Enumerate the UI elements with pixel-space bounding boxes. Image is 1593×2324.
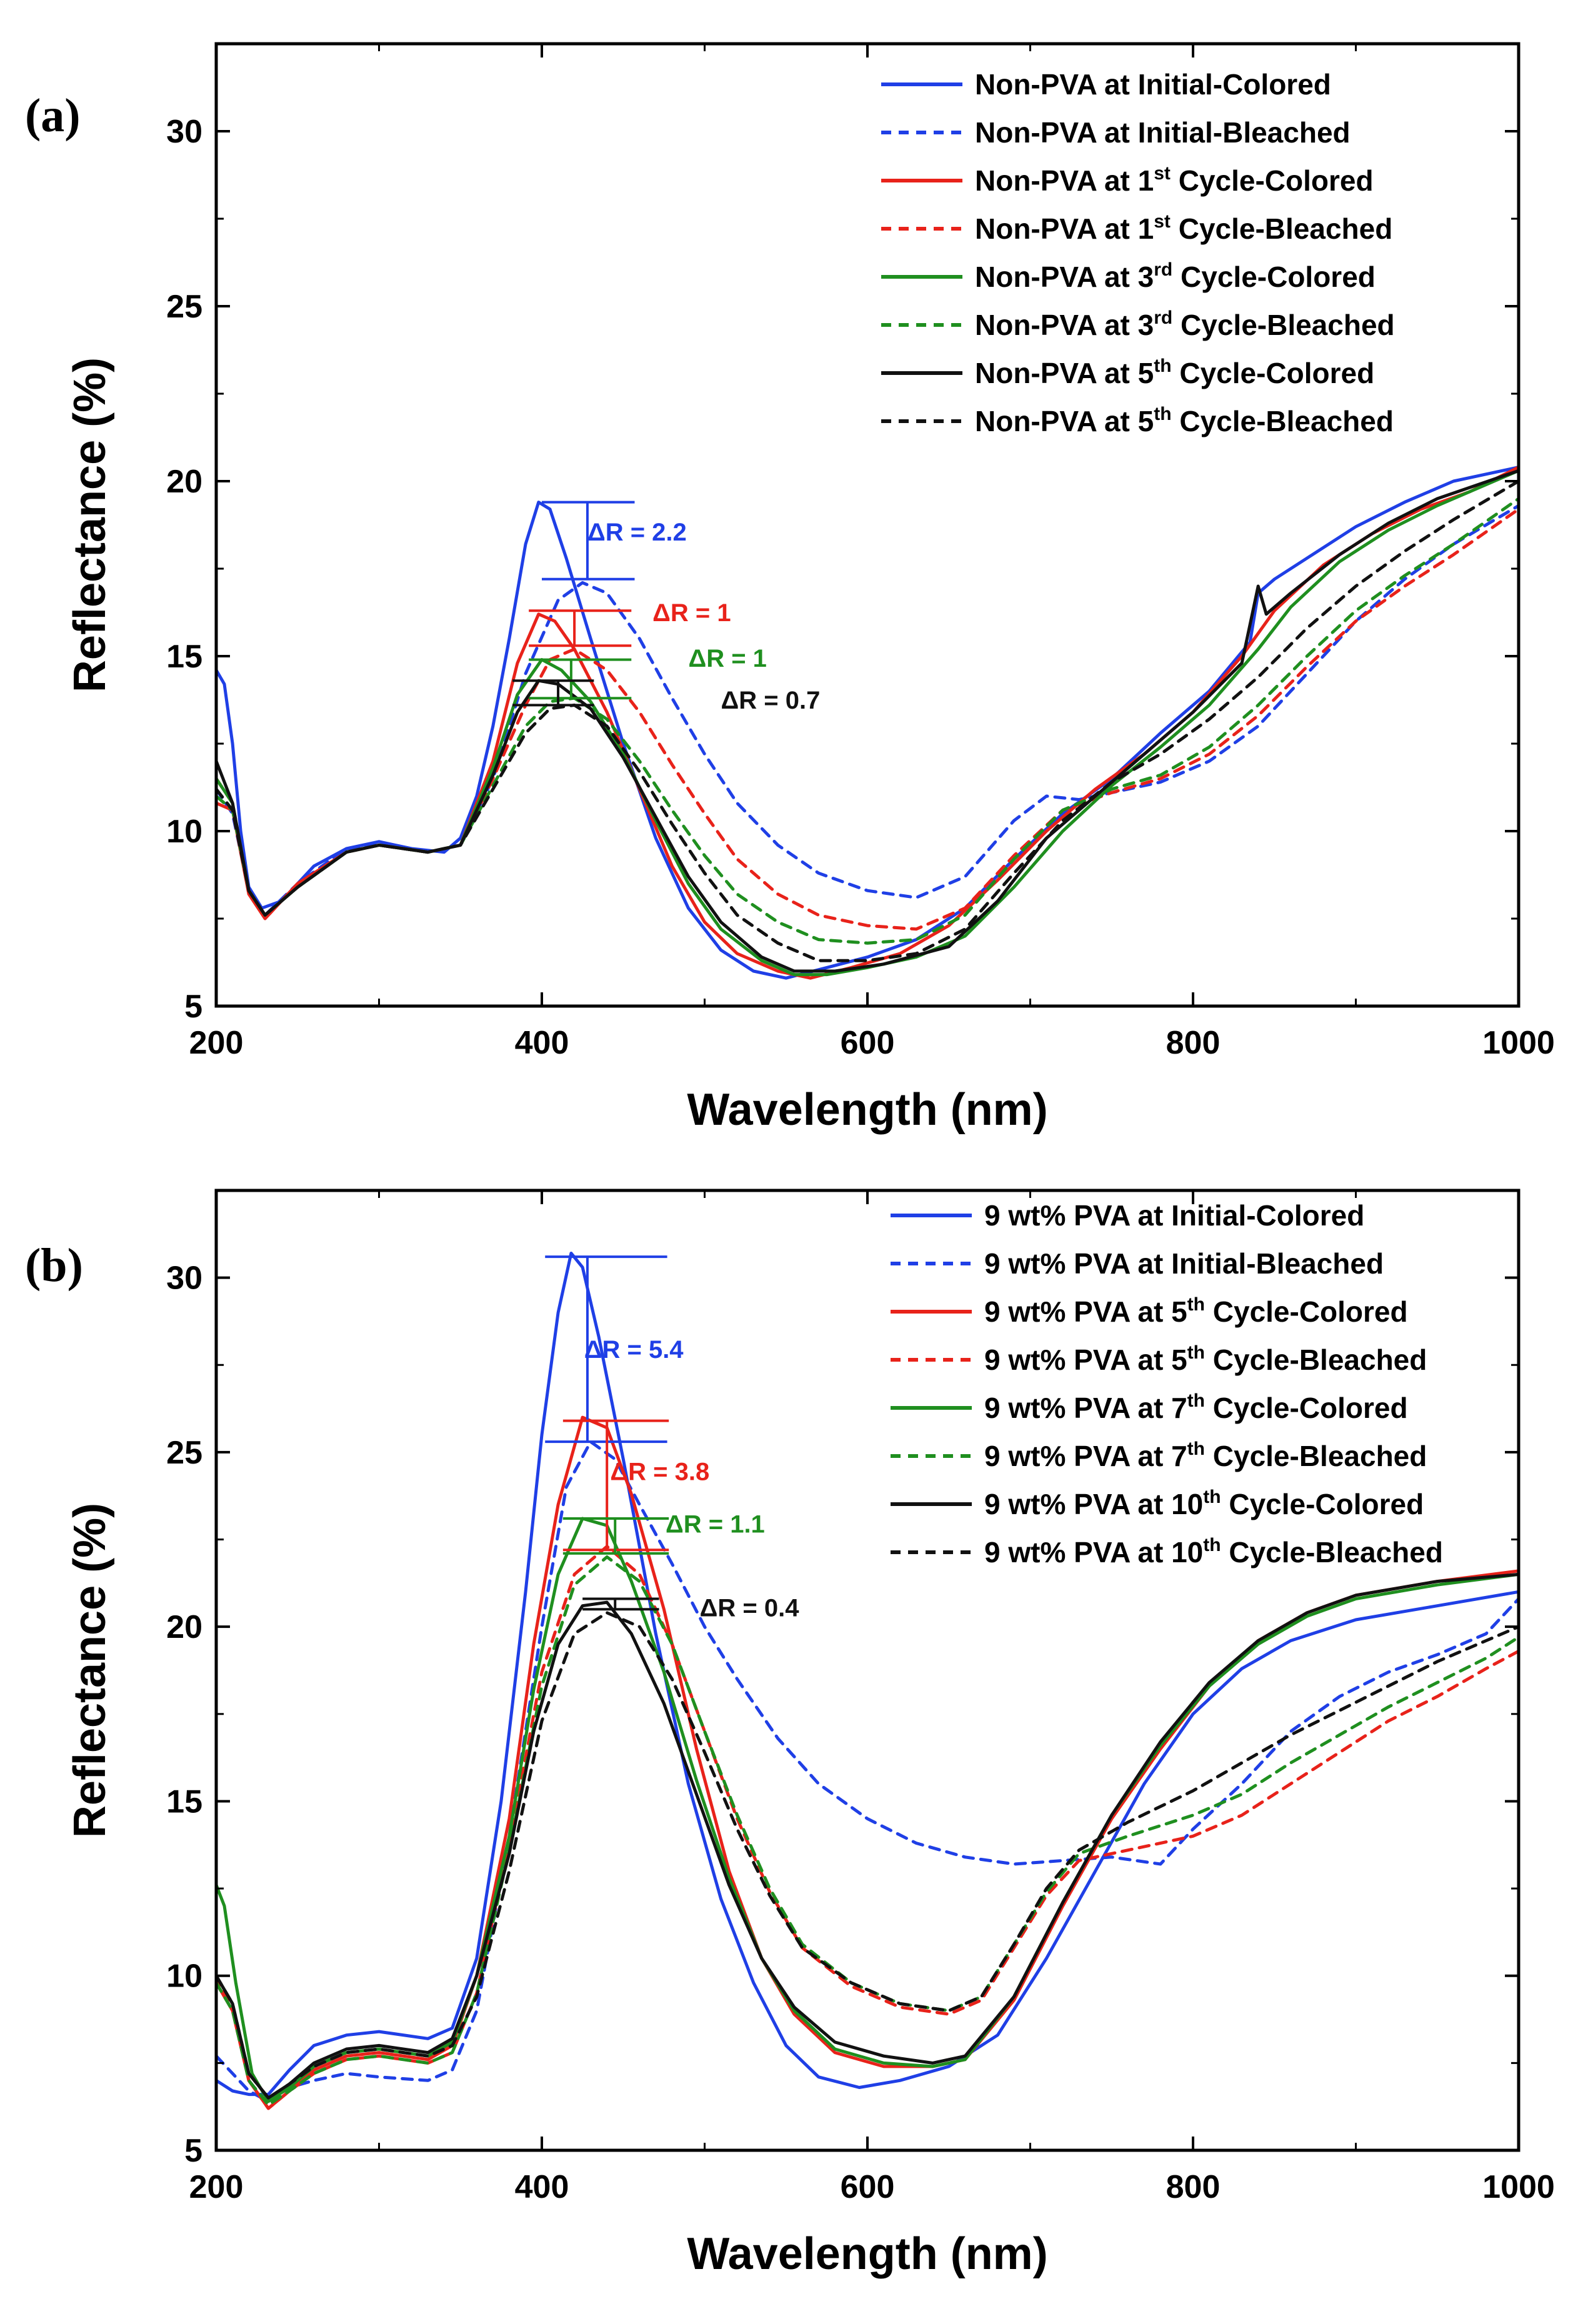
y-axis-title: Reflectance (%) — [65, 357, 115, 692]
legend-item-6: Non-PVA at 5th Cycle-Colored — [881, 356, 1374, 389]
y-axis-title: Reflectance (%) — [65, 1503, 115, 1838]
legend-item-7: Non-PVA at 5th Cycle-Bleached — [881, 404, 1394, 437]
y-tick-label: 20 — [166, 464, 202, 500]
delta-annotation-3: ΔR = 0.4 — [700, 1594, 800, 1622]
legend-item-7: 9 wt% PVA at 10th Cycle-Bleached — [891, 1535, 1443, 1568]
legend-item-1: Non-PVA at Initial-Bleached — [881, 116, 1351, 149]
legend: 9 wt% PVA at Initial-Colored 9 wt% PVA at… — [891, 1199, 1443, 1568]
panel-label: (a) — [25, 89, 81, 142]
x-tick-label: 600 — [841, 1025, 895, 1061]
legend-item-6: 9 wt% PVA at 10th Cycle-Colored — [891, 1487, 1424, 1520]
delta-bar-3 — [512, 679, 594, 707]
legend-label: 9 wt% PVA at 7th Cycle-Bleached — [984, 1439, 1427, 1472]
plot-frame — [214, 1189, 1521, 2152]
legend-label: Non-PVA at 5th Cycle-Bleached — [975, 404, 1394, 437]
legend-label: Non-PVA at 3rd Cycle-Bleached — [975, 307, 1395, 341]
series-line-0 — [214, 1252, 1521, 2097]
legend-item-5: Non-PVA at 3rd Cycle-Bleached — [881, 307, 1395, 341]
panel-label: (b) — [25, 1239, 83, 1292]
x-tick-label: 1000 — [1482, 1025, 1555, 1061]
series-line-0 — [214, 466, 1521, 980]
legend-label: Non-PVA at 5th Cycle-Colored — [975, 356, 1374, 389]
series-line-7 — [214, 1611, 1521, 2100]
y-tick-label: 25 — [166, 1435, 202, 1471]
delta-bar-0 — [542, 501, 635, 581]
delta-bar-2 — [529, 658, 632, 700]
delta-annotation-2: ΔR = 1 — [688, 645, 766, 672]
series-line-6 — [214, 469, 1521, 973]
series-line-1 — [214, 1440, 1521, 2103]
legend-item-0: Non-PVA at Initial-Colored — [881, 68, 1331, 101]
legend-label: Non-PVA at 3rd Cycle-Colored — [975, 259, 1376, 293]
delta-annotation-1: ΔR = 3.8 — [610, 1459, 709, 1486]
legend-label: Non-PVA at 1st Cycle-Bleached — [975, 211, 1392, 245]
delta-bars — [512, 501, 635, 707]
legend-item-0: 9 wt% PVA at Initial-Colored — [891, 1199, 1364, 1232]
x-tick-label: 400 — [515, 2169, 569, 2205]
series-line-2 — [214, 1415, 1521, 2110]
legend-label: 9 wt% PVA at 5th Cycle-Bleached — [984, 1342, 1427, 1376]
legend-label: 9 wt% PVA at Initial-Bleached — [984, 1247, 1384, 1280]
y-tick-label: 10 — [166, 1958, 202, 1995]
series-line-7 — [214, 479, 1521, 962]
delta-bar-2 — [562, 1517, 669, 1555]
series-line-6 — [214, 1572, 1521, 2100]
legend-label: Non-PVA at Initial-Bleached — [975, 116, 1351, 149]
x-tick-label: 200 — [189, 2169, 244, 2205]
series-lines — [214, 466, 1521, 980]
delta-bar-3 — [582, 1597, 659, 1611]
series-line-4 — [214, 1517, 1521, 2103]
y-tick-label: 20 — [166, 1609, 202, 1645]
y-tick-label: 30 — [166, 1260, 202, 1297]
legend-item-5: 9 wt% PVA at 7th Cycle-Bleached — [891, 1439, 1427, 1472]
x-tick-label: 400 — [515, 1025, 569, 1061]
delta-annotation-0: ΔR = 5.4 — [584, 1336, 684, 1364]
legend-item-1: 9 wt% PVA at Initial-Bleached — [891, 1247, 1384, 1280]
delta-annotation-0: ΔR = 2.2 — [587, 519, 687, 546]
y-tick-label: 5 — [184, 989, 202, 1025]
y-tick-label: 15 — [166, 639, 202, 675]
delta-annotation-3: ΔR = 0.7 — [721, 687, 821, 714]
y-tick-label: 25 — [166, 289, 202, 325]
delta-annotation-1: ΔR = 1 — [652, 599, 731, 627]
y-tick-label: 5 — [184, 2133, 202, 2169]
legend-label: 9 wt% PVA at 7th Cycle-Colored — [984, 1390, 1408, 1424]
legend-label: Non-PVA at Initial-Colored — [975, 68, 1331, 101]
series-line-3 — [214, 507, 1521, 931]
legend-item-3: Non-PVA at 1st Cycle-Bleached — [881, 211, 1392, 245]
legend-label: 9 wt% PVA at 10th Cycle-Bleached — [984, 1535, 1443, 1568]
legend-label: 9 wt% PVA at 10th Cycle-Colored — [984, 1487, 1424, 1520]
legend-item-3: 9 wt% PVA at 5th Cycle-Bleached — [891, 1342, 1427, 1376]
legend-item-4: 9 wt% PVA at 7th Cycle-Colored — [891, 1390, 1408, 1424]
y-tick-label: 30 — [166, 114, 202, 150]
legend-label: Non-PVA at 1st Cycle-Colored — [975, 163, 1374, 197]
delta-bars — [545, 1255, 669, 1611]
x-tick-label: 800 — [1166, 2169, 1221, 2205]
series-line-5 — [214, 1555, 1521, 2107]
legend: Non-PVA at Initial-Colored Non-PVA at Ini… — [881, 68, 1395, 437]
delta-annotation-2: ΔR = 1.1 — [666, 1510, 765, 1538]
legend-label: 9 wt% PVA at 5th Cycle-Colored — [984, 1294, 1408, 1328]
x-axis-title: Wavelength (nm) — [687, 1085, 1047, 1135]
legend-item-2: 9 wt% PVA at 5th Cycle-Colored — [891, 1294, 1408, 1328]
x-tick-label: 1000 — [1482, 2169, 1555, 2205]
panel-a: ΔR = 2.2 ΔR = 1 ΔR = 1 ΔR = 0.7 200 400 600 800… — [25, 42, 1555, 1135]
legend-label: 9 wt% PVA at Initial-Colored — [984, 1199, 1364, 1232]
panel-b: ΔR = 5.4 ΔR = 3.8 ΔR = 1.1 ΔR = 0.4 200 400 60… — [25, 1189, 1555, 2279]
x-tick-label: 200 — [189, 1025, 244, 1061]
legend-item-4: Non-PVA at 3rd Cycle-Colored — [881, 259, 1376, 293]
series-line-2 — [214, 466, 1521, 980]
x-tick-label: 800 — [1166, 1025, 1221, 1061]
x-axis-title: Wavelength (nm) — [687, 2229, 1047, 2279]
x-tick-label: 600 — [841, 2169, 895, 2205]
series-lines — [214, 1252, 1521, 2110]
y-tick-label: 15 — [166, 1783, 202, 1820]
legend-item-2: Non-PVA at 1st Cycle-Colored — [881, 163, 1374, 197]
delta-bar-1 — [529, 609, 632, 647]
y-tick-label: 10 — [166, 814, 202, 850]
